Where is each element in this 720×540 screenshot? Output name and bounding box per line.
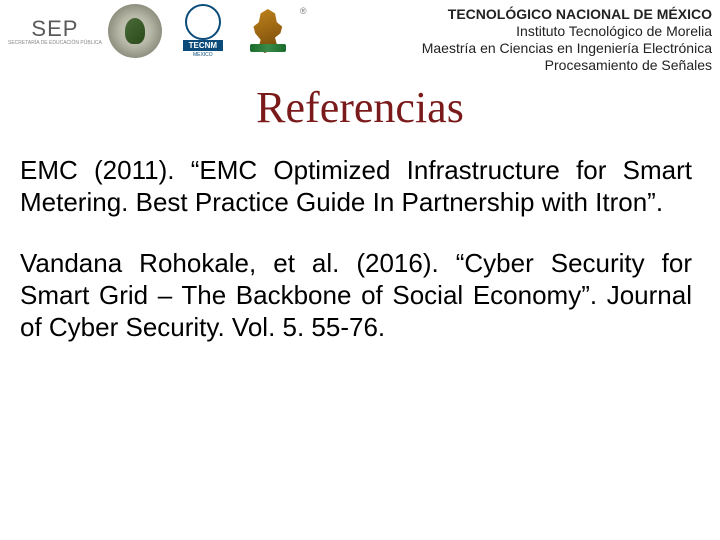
header-line-1: TECNOLÓGICO NACIONAL DE MÉXICO (306, 6, 712, 22)
page-title: Referencias (0, 82, 720, 133)
tecnm-logo: TECNM MEXICO (176, 4, 230, 58)
header-line-4: Procesamiento de Señales (306, 57, 712, 73)
sep-logo-subtext: SECRETARÍA DE EDUCACIÓN PÚBLICA (8, 40, 102, 46)
morelia-eagle-icon (244, 4, 292, 58)
sep-logo-text: SEP (31, 16, 78, 42)
header: SEP SECRETARÍA DE EDUCACIÓN PÚBLICA TECN… (0, 0, 720, 78)
reference-item: Vandana Rohokale, et al. (2016). “Cyber … (20, 248, 692, 343)
reference-item: EMC (2011). “EMC Optimized Infrastructur… (20, 155, 692, 218)
tecnm-logo-text: TECNM (183, 40, 223, 51)
registered-mark: ® (300, 6, 307, 16)
header-line-3: Maestría en Ciencias en Ingeniería Elect… (306, 40, 712, 56)
header-text-block: TECNOLÓGICO NACIONAL DE MÉXICO Instituto… (306, 4, 712, 73)
content: EMC (2011). “EMC Optimized Infrastructur… (0, 133, 720, 344)
tecnm-logo-subtext: MEXICO (193, 52, 213, 58)
mexico-seal-icon (108, 4, 162, 58)
logo-group: SEP SECRETARÍA DE EDUCACIÓN PÚBLICA TECN… (8, 4, 306, 58)
tecnm-emblem-icon (176, 4, 230, 44)
sep-logo: SEP SECRETARÍA DE EDUCACIÓN PÚBLICA (8, 16, 102, 46)
header-line-2: Instituto Tecnológico de Morelia (306, 23, 712, 39)
